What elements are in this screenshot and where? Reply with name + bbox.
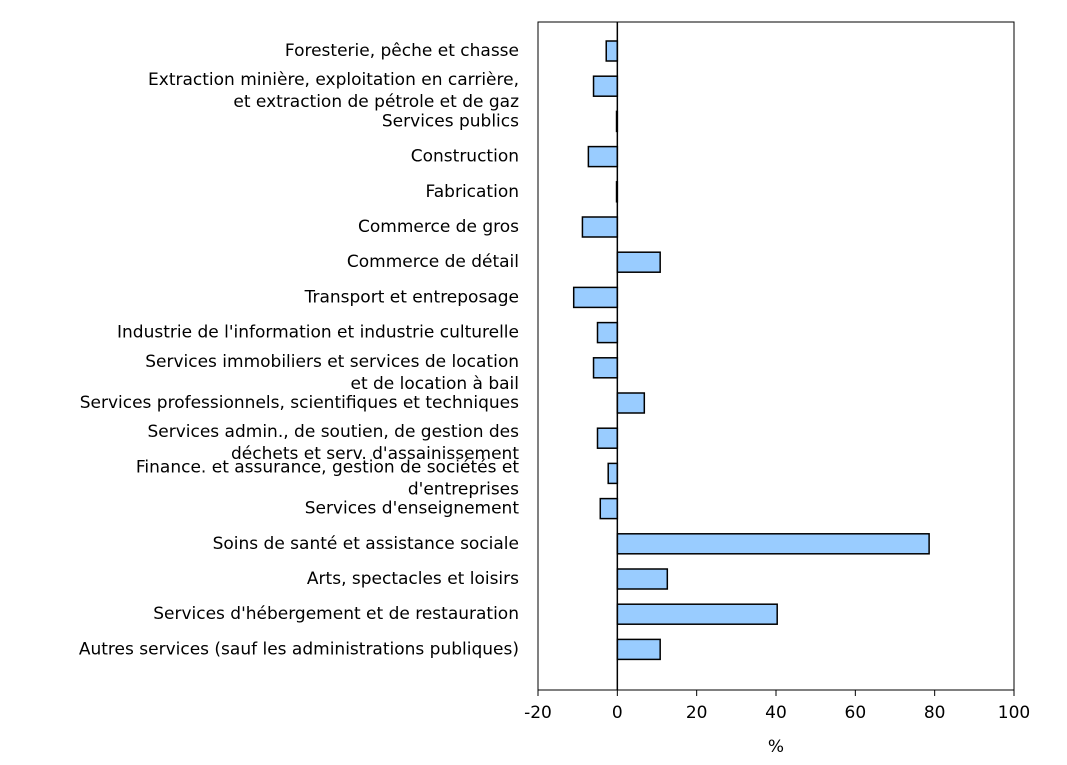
bar — [581, 216, 619, 238]
x-tick-label: 60 — [845, 703, 867, 723]
label-line: Finance. et assurance, gestion de sociét… — [136, 457, 519, 477]
plot-frame — [537, 21, 1015, 691]
y-tick-label: Soins de santé et assistance sociale — [213, 534, 519, 554]
label-line: Services publics — [382, 111, 519, 131]
x-tick-label: 80 — [924, 703, 946, 723]
y-tick-label: Services publics — [382, 111, 519, 131]
label-line: Arts, spectacles et loisirs — [307, 569, 519, 589]
label-line: Services d'hébergement et de restauratio… — [153, 604, 519, 624]
bar — [587, 145, 619, 168]
bar — [605, 40, 619, 62]
label-line: Foresterie, pêche et chasse — [285, 41, 519, 61]
label-line: Services admin., de soutien, de gestion … — [147, 422, 519, 442]
bar — [616, 392, 646, 414]
label-line: déchets et serv. d'assainissement — [231, 444, 519, 464]
y-tick-label: Autres services (sauf les administration… — [79, 639, 519, 659]
y-tick-label: Extraction minière, exploitation en carr… — [148, 70, 519, 112]
y-tick-label: Industrie de l'information et industrie … — [117, 323, 519, 343]
y-tick-label: Services professionnels, scientifiques e… — [80, 393, 519, 413]
bar — [616, 568, 669, 590]
y-tick-label: Finance. et assurance, gestion de sociét… — [136, 457, 519, 499]
bar — [616, 638, 661, 661]
bar — [607, 462, 619, 485]
y-tick-label: Foresterie, pêche et chasse — [285, 41, 519, 61]
x-tick-label: 100 — [998, 703, 1030, 723]
label-line: et de location à bail — [350, 374, 519, 394]
bar — [596, 321, 619, 344]
label-line: Autres services (sauf les administration… — [79, 639, 519, 659]
x-axis-title: % — [768, 737, 784, 757]
bar — [616, 533, 930, 555]
bar — [592, 357, 619, 379]
bar — [596, 427, 619, 449]
bar — [592, 75, 619, 97]
x-tick-label: -20 — [524, 703, 552, 723]
x-tick-label: 0 — [612, 703, 623, 723]
y-tick-label: Transport et entreposage — [304, 287, 519, 307]
label-line: Services d'enseignement — [305, 499, 520, 519]
label-line: Commerce de détail — [347, 252, 519, 272]
y-tick-label: Services immobiliers et services de loca… — [145, 352, 519, 394]
label-line: Services professionnels, scientifiques e… — [80, 393, 519, 413]
bar — [599, 497, 619, 520]
label-line: d'entreprises — [408, 479, 519, 499]
x-tick-label: 20 — [686, 703, 708, 723]
y-tick-label: Services d'enseignement — [305, 499, 520, 519]
x-tick-label: 40 — [765, 703, 787, 723]
y-tick-label: Services admin., de soutien, de gestion … — [147, 422, 519, 464]
y-tick-label: Commerce de gros — [358, 217, 519, 237]
y-tick-label: Arts, spectacles et loisirs — [307, 569, 519, 589]
label-line: Industrie de l'information et industrie … — [117, 323, 519, 343]
y-tick-label: Commerce de détail — [347, 252, 519, 272]
label-line: Construction — [411, 147, 519, 167]
y-tick-label: Construction — [411, 147, 519, 167]
label-line: Soins de santé et assistance sociale — [213, 534, 519, 554]
label-line: Extraction minière, exploitation en carr… — [148, 70, 519, 90]
bar — [616, 603, 778, 625]
bar — [616, 251, 661, 273]
y-tick-label: Services d'hébergement et de restauratio… — [153, 604, 519, 624]
bar — [572, 286, 619, 309]
y-tick-label: Fabrication — [426, 182, 519, 202]
label-line: et extraction de pétrole et de gaz — [233, 92, 519, 112]
label-line: Commerce de gros — [358, 217, 519, 237]
label-line: Services immobiliers et services de loca… — [145, 352, 519, 372]
label-line: Transport et entreposage — [304, 287, 519, 307]
label-line: Fabrication — [426, 182, 519, 202]
